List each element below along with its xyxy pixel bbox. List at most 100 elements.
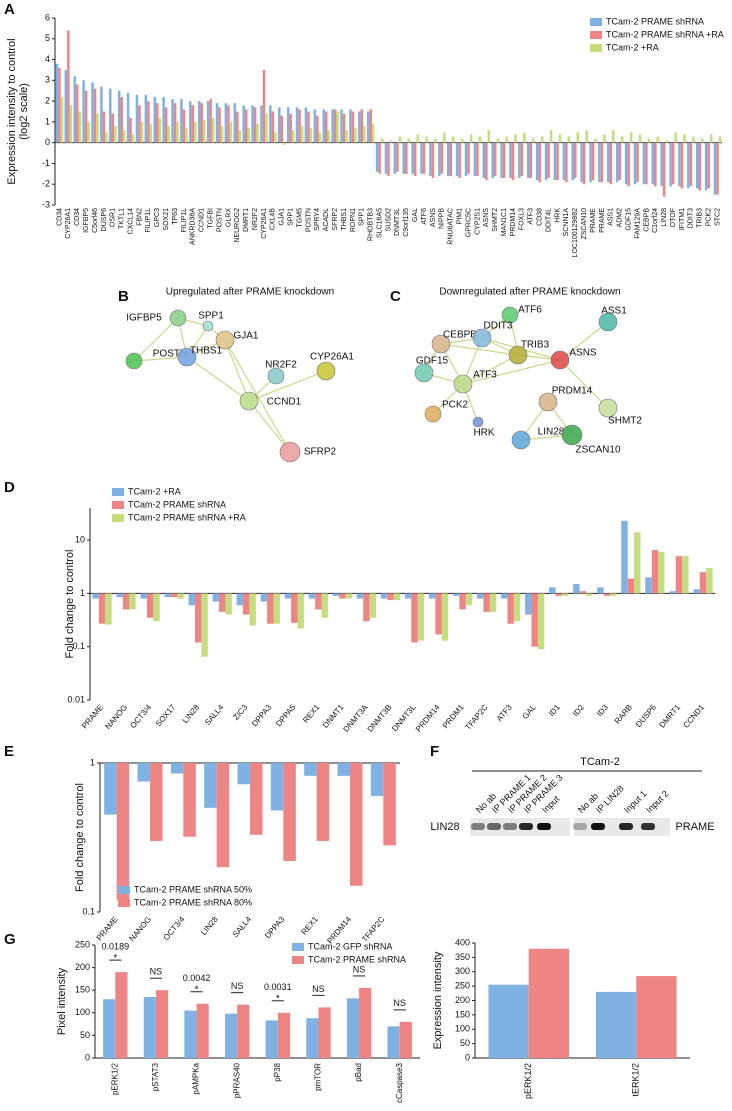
bar [473, 142, 477, 176]
bar [164, 593, 171, 598]
network-node [598, 312, 618, 332]
bar [92, 593, 99, 599]
node-label: ASNS [569, 348, 597, 359]
legend-swatch [118, 899, 130, 907]
network-edge [248, 400, 291, 453]
x-tick-label: SOX21 [163, 208, 170, 231]
bar [327, 130, 331, 143]
significance-star: * [195, 984, 199, 995]
bar [678, 142, 681, 187]
panel-label: C [390, 288, 401, 305]
x-tick-label: pERK1/2 [523, 1063, 533, 1099]
bar [597, 587, 604, 594]
bar [558, 134, 562, 143]
x-tick-label: LIN28 [661, 208, 668, 227]
node-label: PRDM14 [552, 386, 593, 397]
bar [683, 134, 686, 143]
node-label: POSTN [153, 349, 187, 360]
bar [298, 109, 301, 143]
bar [170, 593, 178, 598]
bar [574, 142, 577, 178]
bar [346, 998, 360, 1058]
bar [689, 142, 693, 187]
bar [585, 593, 593, 596]
significance-star: * [276, 993, 280, 1004]
network-node [279, 441, 301, 463]
bar [253, 107, 257, 143]
node-label: HRK [473, 428, 494, 439]
y-axis-label: Expression intensity [432, 951, 444, 1049]
bar [380, 138, 384, 143]
bar [300, 126, 304, 143]
network-title: Downregulated after PRAME knockdown [439, 287, 620, 298]
legend-swatch [112, 488, 124, 496]
bar [244, 109, 248, 143]
bar [349, 109, 352, 143]
bar [528, 948, 570, 1058]
bar [209, 99, 212, 143]
x-tick-label: pAMPKa [192, 1062, 201, 1094]
bar [609, 142, 613, 185]
y-tick-label: 0 [465, 1052, 470, 1062]
bar [339, 593, 346, 599]
blot-band [573, 823, 587, 830]
bar [197, 101, 201, 143]
bar [562, 142, 566, 181]
bar [405, 142, 408, 174]
network-node [511, 430, 531, 450]
bar [665, 140, 668, 143]
bar [105, 593, 112, 625]
bar [354, 128, 357, 143]
node-label: PCK2 [442, 400, 469, 411]
x-tick-label: pPRAS40 [232, 1062, 241, 1098]
x-tick-label: IGFBP5 [83, 208, 90, 233]
x-tick-label: THBS1 [341, 208, 348, 231]
blot-band [537, 823, 551, 830]
bar [185, 128, 188, 143]
bar [278, 107, 281, 143]
bar [393, 593, 401, 601]
bar [370, 763, 384, 797]
bar [627, 142, 630, 187]
bar [654, 142, 657, 187]
network-node [501, 306, 519, 324]
y-tick-label: 100 [75, 1007, 90, 1017]
bar [167, 126, 170, 143]
y-tick-label: 0 [45, 137, 50, 147]
node-label: ASS1 [601, 306, 627, 317]
bar [156, 103, 159, 143]
bar [117, 90, 121, 143]
y-tick-label: 100 [455, 1024, 470, 1034]
bar [420, 142, 423, 174]
bar [366, 111, 370, 143]
bar [469, 134, 473, 143]
bar [428, 593, 436, 599]
bar [308, 593, 316, 599]
x-tick-label: pBad [354, 1063, 363, 1082]
bar [122, 130, 126, 143]
bar [122, 593, 130, 610]
p-value: 0.0042 [183, 973, 211, 983]
bar [149, 123, 153, 143]
bar [283, 763, 296, 861]
bar [363, 593, 370, 622]
bar [345, 593, 353, 599]
network-node [424, 405, 442, 423]
bar [713, 142, 717, 195]
node-label: THBS1 [190, 346, 223, 357]
bar [411, 593, 418, 643]
bar [417, 593, 425, 641]
bar [645, 142, 648, 185]
significance-star: * [113, 953, 117, 964]
bar [549, 130, 553, 143]
bar [313, 109, 317, 143]
bar [422, 142, 426, 174]
x-tick-label: ANKRD38A [190, 208, 197, 245]
bar [699, 572, 707, 594]
bar [396, 142, 399, 172]
blot-band [487, 823, 501, 830]
network-node [267, 367, 285, 385]
x-tick-label: PRDM14 [510, 208, 517, 237]
bar [363, 126, 366, 143]
network-node [177, 347, 197, 367]
